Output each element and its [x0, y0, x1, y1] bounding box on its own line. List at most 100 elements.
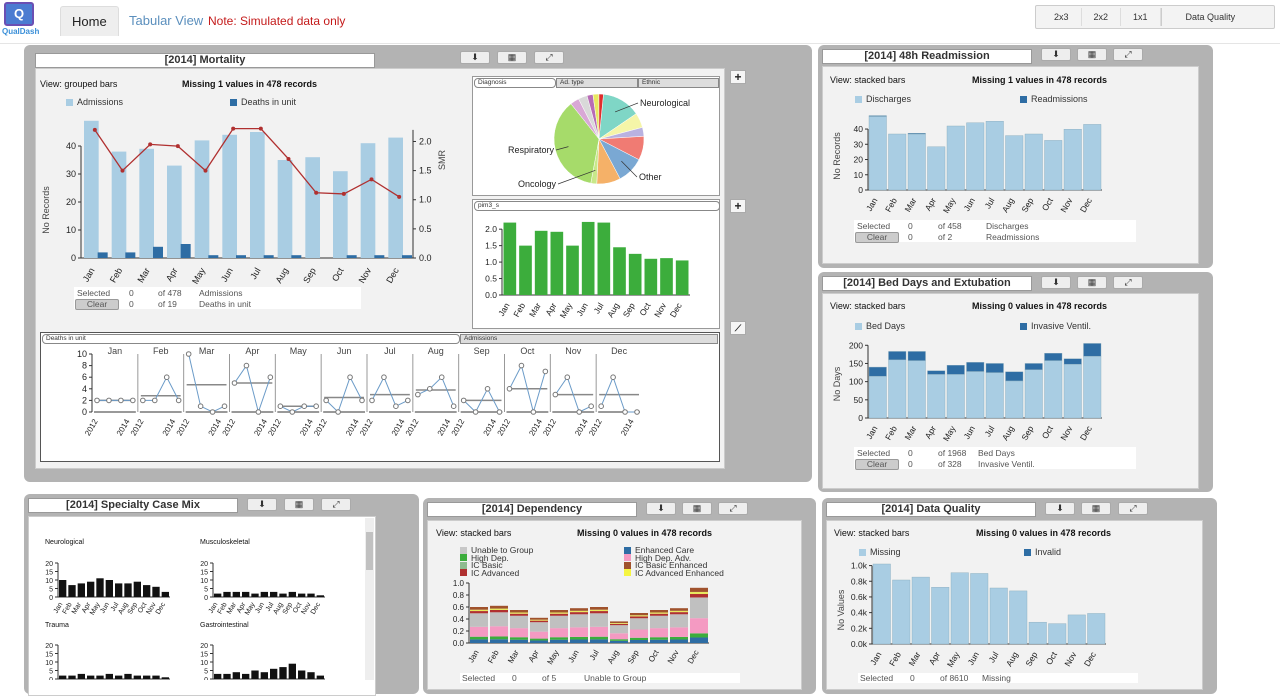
small-y-tick-label: 4 — [82, 384, 87, 394]
mortality-bar-admissions — [222, 134, 237, 258]
small-month-label: May — [290, 346, 308, 356]
casemix-chart[interactable]: 05101520JanFebMarAprMayJunJulAugSepOctNo… — [30, 545, 360, 680]
beddays-y-tick-label: 150 — [849, 358, 863, 368]
selected-name: Unable to Group — [584, 673, 647, 683]
pie-add-button[interactable]: + — [730, 70, 746, 84]
pim3-add-button[interactable]: + — [730, 199, 746, 213]
dataquality-legend-missing: Missing — [859, 547, 901, 557]
small-month-label: Feb — [153, 346, 169, 356]
readmission-bar — [907, 133, 926, 191]
readmission-x-label: May — [941, 195, 958, 215]
dataquality-expand-icon[interactable]: ⤢ — [1118, 502, 1148, 515]
legend-swatch — [859, 548, 866, 556]
beddays-y-tick-label: 0 — [858, 413, 863, 423]
tab-home[interactable]: Home — [60, 6, 119, 36]
dataquality-bar — [950, 572, 969, 645]
mortality-table-icon[interactable]: ▦ — [497, 51, 527, 64]
dependency-bar-segment — [590, 636, 608, 640]
beddays-download-icon[interactable]: ⬇ — [1041, 276, 1071, 289]
readmission-chart[interactable]: 0 10 20 30 40 No Records Jan Feb Mar Apr May Jun Jul… — [824, 106, 1104, 218]
beddays-chart[interactable]: 0 50 100 150 200 No Days Jan Feb Mar Apr May Jun Jul… — [824, 334, 1104, 446]
dataquality-table-icon[interactable]: ▦ — [1081, 502, 1111, 515]
line-chart-icon[interactable]: ⟋ — [730, 321, 746, 335]
casemix-bar — [124, 583, 132, 597]
casemix-download-icon[interactable]: ⬇ — [247, 498, 277, 511]
mortality-clear-button[interactable]: Clear — [75, 299, 119, 310]
logo-text: QualDash — [2, 27, 40, 36]
legend-label: Admissions — [77, 97, 124, 107]
pie-tab-ethnic[interactable]: Ethnic — [638, 78, 719, 88]
mortality-download-icon[interactable]: ⬇ — [460, 51, 490, 64]
dataquality-bar — [872, 563, 891, 645]
mortality-chart[interactable]: 0 10 20 30 40 No Records Jan Feb Mar Apr May Jun Jul… — [35, 110, 455, 290]
layout-2x2-button[interactable]: 2x2 — [1082, 8, 1122, 26]
small-series-line — [509, 364, 546, 414]
selected-of: of 8610 — [940, 673, 969, 683]
mortality-expand-icon[interactable]: ⤢ — [534, 51, 564, 64]
selected-of-2: of 19 — [158, 299, 177, 309]
dependency-table-icon[interactable]: ▦ — [682, 502, 712, 515]
pie-tab-adtype[interactable]: Ad. type — [556, 78, 638, 88]
data-quality-button[interactable]: Data Quality — [1160, 8, 1248, 26]
legend-label: Invasive Ventil. — [1031, 321, 1092, 331]
beddays-expand-icon[interactable]: ⤢ — [1113, 276, 1143, 289]
scrollbar-thumb[interactable] — [366, 532, 373, 570]
beddays-x-label: Mar — [903, 424, 919, 442]
beddays-bar — [946, 374, 965, 419]
layout-2x3-button[interactable]: 2x3 — [1042, 8, 1082, 26]
casemix-y-tick-label: 10 — [45, 578, 53, 585]
casemix-y-tick-label: 0 — [204, 677, 208, 680]
legend-label: Discharges — [866, 94, 912, 104]
casemix-table-icon[interactable]: ▦ — [284, 498, 314, 511]
dependency-download-icon[interactable]: ⬇ — [646, 502, 676, 515]
casemix-expand-icon[interactable]: ⤢ — [321, 498, 351, 511]
dependency-bar-segment — [610, 640, 628, 643]
pie-slice — [553, 103, 600, 184]
pim3-bar — [566, 245, 579, 295]
dependency-chart[interactable]: 0.0 0.2 0.4 0.6 0.8 1.0 Jan Feb Mar Apr May Jun Jul A… — [429, 578, 729, 668]
beddays-clear-button[interactable]: Clear — [855, 459, 899, 470]
readmission-table-icon[interactable]: ▦ — [1077, 48, 1107, 61]
casemix-bar — [143, 675, 151, 679]
diagnosis-pie-chart[interactable]: Neurological Other Oncology Respiratory — [474, 89, 720, 194]
small-tab-deaths[interactable]: Deaths in unit — [42, 334, 460, 344]
small-point — [634, 409, 640, 415]
readmission-download-icon[interactable]: ⬇ — [1041, 48, 1071, 61]
dependency-expand-icon[interactable]: ⤢ — [718, 502, 748, 515]
mortality-bar-deaths — [125, 252, 136, 258]
small-tab-admissions[interactable]: Admissions — [460, 334, 718, 344]
pim3-tab[interactable]: pim3_s — [474, 201, 720, 211]
small-point — [301, 403, 308, 410]
dependency-bar-segment — [570, 608, 588, 611]
dependency-bar-segment — [610, 625, 628, 634]
casemix-bar — [105, 580, 113, 597]
casemix-scrollbar[interactable] — [365, 518, 374, 680]
beddays-table-icon[interactable]: ▦ — [1077, 276, 1107, 289]
small-point — [530, 409, 537, 415]
dependency-legend-item: High Dep. Adv. — [624, 553, 691, 562]
dependency-bar-segment — [630, 613, 648, 616]
dependency-legend-item: Enhanced Care — [624, 546, 694, 554]
pie-tab-diagnosis[interactable]: Diagnosis — [474, 78, 556, 88]
dataquality-download-icon[interactable]: ⬇ — [1045, 502, 1075, 515]
tab-tabular-view[interactable]: Tabular View — [129, 13, 204, 28]
small-month-label: Apr — [245, 346, 259, 356]
readmission-clear-button[interactable]: Clear — [855, 232, 899, 243]
beddays-bar — [946, 365, 965, 375]
small-point — [598, 403, 604, 410]
dependency-bar-segment — [530, 638, 548, 641]
layout-1x1-button[interactable]: 1x1 — [1121, 8, 1161, 26]
dependency-y-tick-label: 0.2 — [453, 627, 465, 636]
casemix-x-label: Apr — [81, 601, 93, 615]
beddays-y-tick-label: 50 — [854, 395, 864, 405]
pim3-x-label: Aug — [605, 301, 621, 319]
readmission-expand-icon[interactable]: ⤢ — [1113, 48, 1143, 61]
dataquality-y-tick-label: 0.6k — [851, 592, 868, 602]
casemix-body — [28, 516, 376, 696]
small-point — [460, 397, 467, 404]
pie-label-leader — [555, 146, 569, 151]
casemix-x-label: Jan — [208, 601, 220, 614]
